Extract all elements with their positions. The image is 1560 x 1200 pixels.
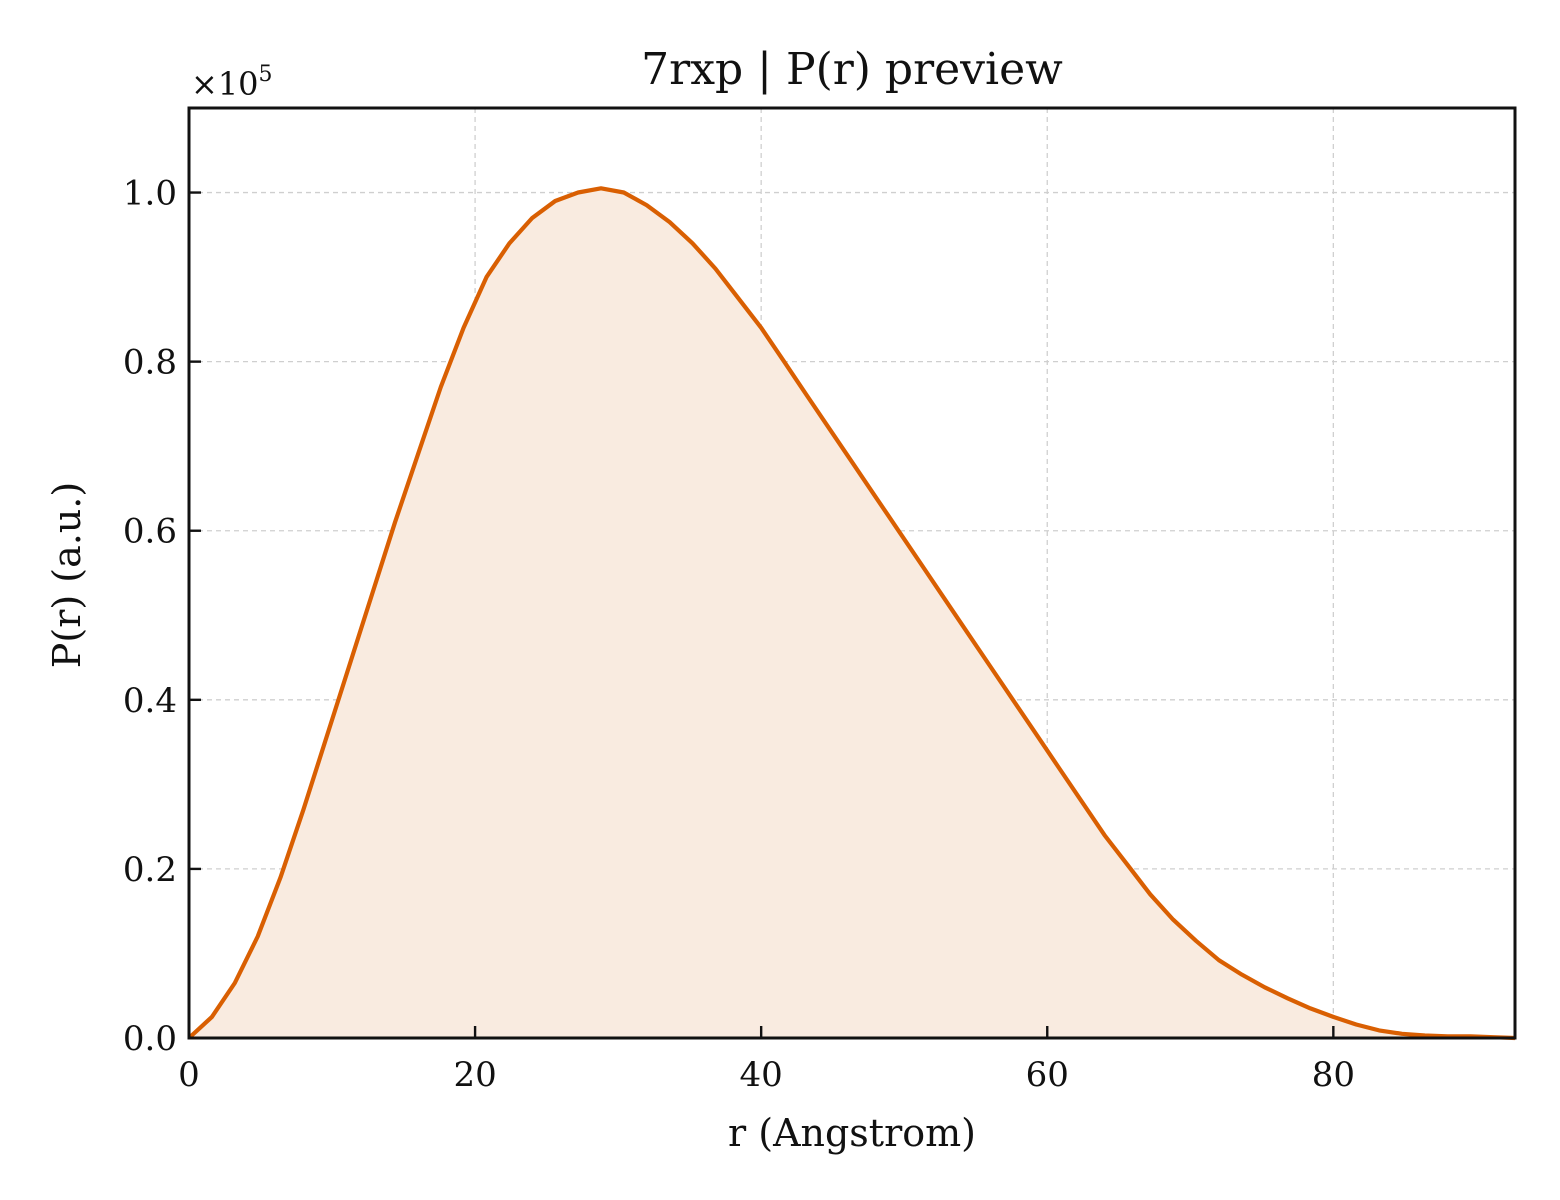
ticks: 0 20 40 60 80 0.0 0.2 0.4 0.6 0.8 1.0 — [123, 174, 1355, 1095]
y-axis-label: P(r) (a.u.) — [45, 482, 89, 668]
y-tick-label: 0.0 — [123, 1019, 177, 1059]
x-tick-label: 60 — [1026, 1055, 1069, 1095]
y-tick-label: 0.4 — [123, 681, 177, 721]
chart-title: 7rxp | P(r) preview — [641, 44, 1063, 95]
plot-frame — [187, 106, 1517, 1040]
pr-line — [187, 186, 1516, 1041]
x-tick-label: 40 — [740, 1055, 783, 1095]
x-tick-label: 80 — [1312, 1055, 1355, 1095]
x-tick-label: 0 — [178, 1055, 200, 1095]
pr-area-fill — [189, 188, 1515, 1039]
x-tick-label: 20 — [453, 1055, 496, 1095]
y-tick-label: 0.6 — [123, 512, 177, 552]
y-tick-label: 0.8 — [123, 343, 177, 383]
y-tick-label: 0.2 — [123, 850, 177, 890]
y-multiplier-exponent: 5 — [259, 62, 273, 87]
y-tick-label: 1.0 — [123, 174, 177, 214]
x-axis-label: r (Angstrom) — [728, 1111, 976, 1155]
y-multiplier: ×105 — [191, 62, 273, 103]
y-multiplier-base: ×10 — [191, 65, 259, 103]
